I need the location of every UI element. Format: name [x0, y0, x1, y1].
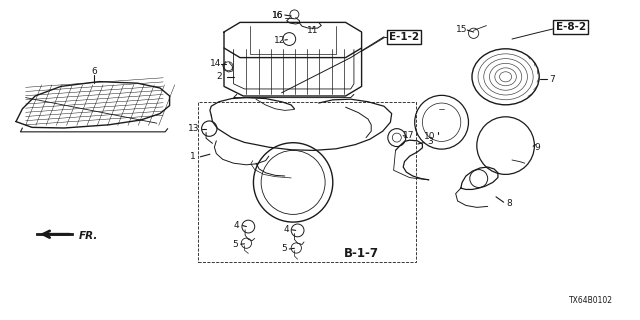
Text: 16: 16: [272, 11, 284, 20]
Text: FR.: FR.: [79, 231, 98, 241]
Text: 12: 12: [274, 36, 285, 45]
Text: 4: 4: [234, 221, 239, 230]
Text: 16: 16: [272, 11, 284, 20]
Text: 5: 5: [232, 240, 237, 249]
Text: B-1-7: B-1-7: [344, 247, 379, 260]
Text: 14: 14: [210, 60, 221, 68]
Text: 5: 5: [282, 244, 287, 253]
Text: 9: 9: [535, 143, 540, 152]
Text: 17: 17: [403, 131, 414, 140]
Bar: [198, 102, 416, 262]
Text: 13: 13: [188, 124, 200, 133]
Text: E-8-2: E-8-2: [556, 22, 586, 32]
Text: E-1-2: E-1-2: [389, 32, 419, 42]
Text: 11: 11: [307, 26, 318, 35]
Text: 15: 15: [456, 25, 468, 34]
Text: 4: 4: [284, 225, 289, 234]
Text: 7: 7: [550, 75, 555, 84]
Text: 8: 8: [506, 199, 511, 208]
Text: 1: 1: [191, 152, 196, 161]
Text: 3: 3: [428, 137, 433, 146]
Text: 2: 2: [216, 72, 221, 81]
Text: 10: 10: [424, 132, 436, 141]
Text: TX64B0102: TX64B0102: [569, 296, 613, 305]
Text: 6: 6: [92, 68, 97, 76]
